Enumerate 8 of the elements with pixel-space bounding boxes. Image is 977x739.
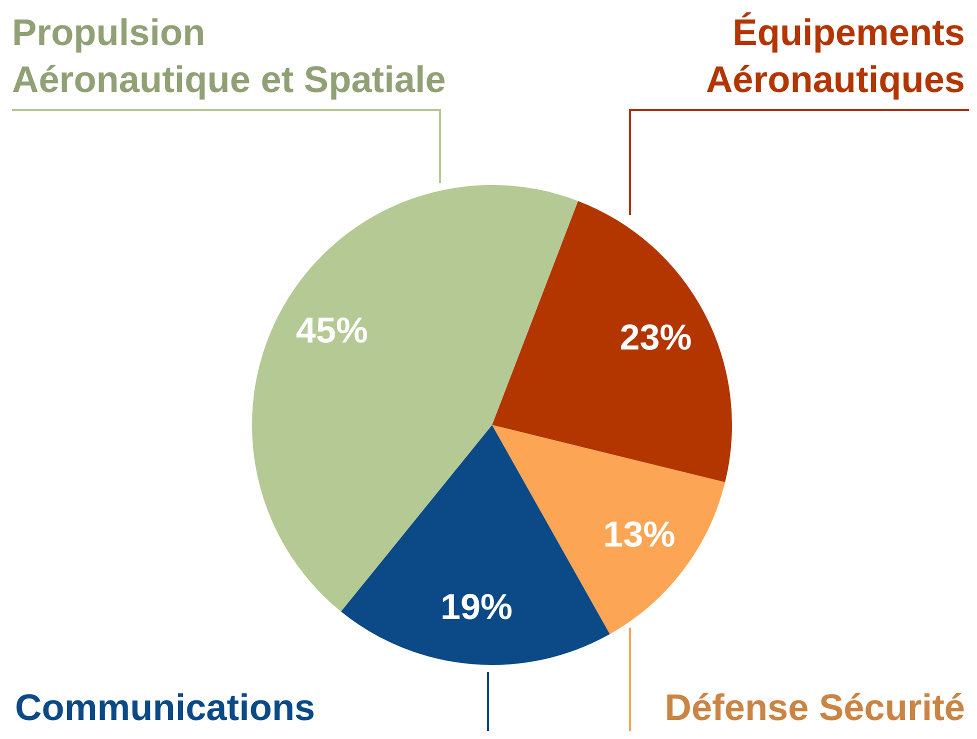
data-label: 45% xyxy=(296,310,368,351)
slice-label: Équipements Aéronautiques xyxy=(706,12,965,100)
slice-label: Communications xyxy=(15,687,316,728)
data-label: 13% xyxy=(603,514,676,555)
data-label: 19% xyxy=(440,586,513,628)
slice-label: Propulsion Aéronautique et Spatiale xyxy=(12,12,446,100)
slice-label: Défense Sécurité xyxy=(664,687,965,728)
data-label: 23% xyxy=(620,316,692,358)
